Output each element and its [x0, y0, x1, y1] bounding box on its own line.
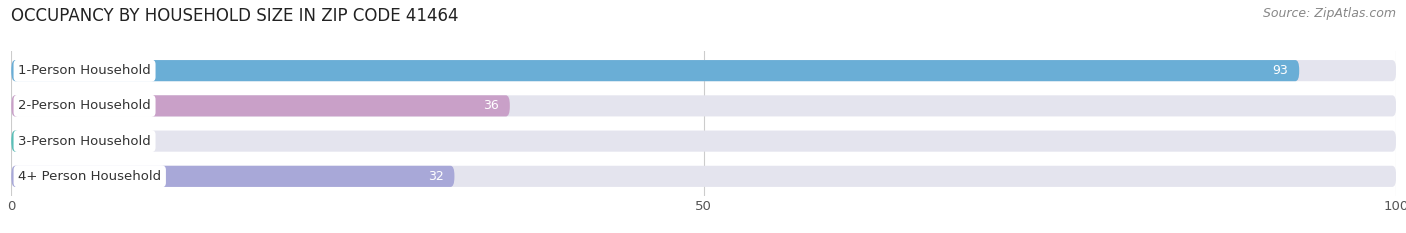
- Text: 4: 4: [77, 135, 86, 148]
- Text: 4+ Person Household: 4+ Person Household: [18, 170, 162, 183]
- FancyBboxPatch shape: [11, 166, 1396, 187]
- Text: 32: 32: [427, 170, 443, 183]
- Text: 1-Person Household: 1-Person Household: [18, 64, 150, 77]
- FancyBboxPatch shape: [11, 130, 66, 152]
- FancyBboxPatch shape: [11, 60, 1396, 81]
- FancyBboxPatch shape: [11, 166, 454, 187]
- Text: Source: ZipAtlas.com: Source: ZipAtlas.com: [1263, 7, 1396, 20]
- FancyBboxPatch shape: [11, 95, 1396, 116]
- Text: 2-Person Household: 2-Person Household: [18, 99, 150, 112]
- Text: 93: 93: [1272, 64, 1288, 77]
- FancyBboxPatch shape: [11, 60, 1299, 81]
- Text: 36: 36: [484, 99, 499, 112]
- FancyBboxPatch shape: [11, 95, 510, 116]
- Text: OCCUPANCY BY HOUSEHOLD SIZE IN ZIP CODE 41464: OCCUPANCY BY HOUSEHOLD SIZE IN ZIP CODE …: [11, 7, 458, 25]
- Text: 3-Person Household: 3-Person Household: [18, 135, 150, 148]
- FancyBboxPatch shape: [11, 130, 1396, 152]
